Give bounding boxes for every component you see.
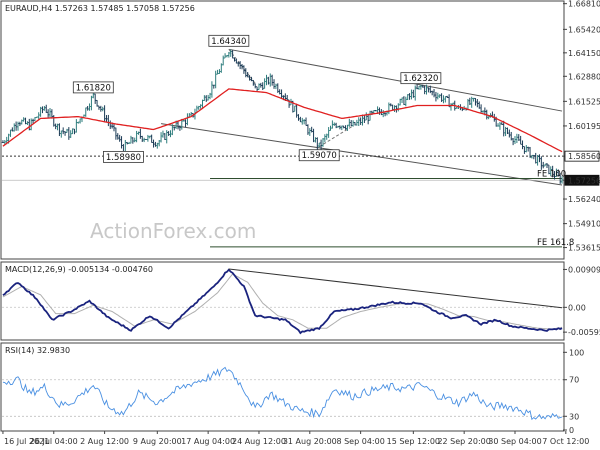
price-candles	[1, 49, 564, 184]
rsi-tick-label: 70	[569, 376, 579, 385]
pivot-label-box	[72, 81, 114, 94]
time-tick-label: 22 Sep 20:00	[437, 437, 490, 446]
projection-dashed-line	[318, 125, 354, 148]
time-tick-label: 26 Jul 04:00	[30, 437, 78, 446]
pivot-label: 1.59070	[302, 151, 337, 161]
rsi-tick-label: 30	[569, 412, 579, 421]
moving-average-line	[2, 88, 563, 153]
price-header: EURAUD,H4 1.57263 1.57485 1.57058 1.5725…	[5, 4, 195, 13]
price-tick-label: 1.62880	[568, 72, 600, 81]
price-level-tag	[564, 150, 600, 162]
time-tick-label: 2 Aug 12:00	[80, 437, 129, 446]
price-tick-label: 1.57256	[568, 176, 600, 185]
time-tick-label: 30 Sep 04:00	[488, 437, 541, 446]
time-tick-label: 24 Aug 12:00	[232, 437, 286, 446]
price-tick-label: 1.60195	[568, 122, 600, 131]
macd-lines: 0.009094 0.00 -0.005956	[2, 265, 600, 337]
macd-line	[2, 268, 563, 335]
time-tick-label: 17 Aug 04:00	[181, 437, 235, 446]
channel-lower-line	[160, 123, 563, 186]
rsi-panel	[0, 342, 565, 432]
price-annotations: 1.61820 1.58980 1.64340 1.59070 1.62320 FE 10…	[72, 34, 574, 248]
rsi-tick-label: 0	[569, 426, 574, 435]
pivot-label: 1.58980	[106, 153, 141, 163]
macd-tick-label: 0.00	[568, 303, 586, 312]
price-axis: 1.66810 1.65420 1.64150 1.62880 1.61525 1.601…	[563, 0, 600, 253]
price-panel	[0, 0, 565, 260]
price-tick-label: 1.61525	[568, 97, 600, 106]
time-tick-label: 9 Aug 20:00	[133, 437, 182, 446]
fe-label: FE 100	[537, 170, 566, 180]
macd-tick-label: -0.005956	[568, 328, 600, 337]
macd-trendline	[228, 268, 563, 309]
price-overlay-lines	[2, 48, 563, 248]
channel-upper-line	[228, 48, 563, 112]
pivot-label-box	[400, 72, 442, 85]
rsi-header: RSI(14) 32.9830	[5, 346, 70, 355]
time-tick-label: 15 Sep 12:00	[387, 437, 440, 446]
pivot-label: 1.64340	[211, 37, 246, 47]
time-tick-label: 8 Sep 04:00	[336, 437, 384, 446]
price-tick-label: 1.53615	[568, 244, 600, 253]
time-tick-label: 7 Oct 12:00	[542, 437, 589, 446]
price-tick-label: 1.54910	[568, 220, 600, 229]
time-tick-label: 16 Jul 2021	[4, 437, 49, 446]
rsi-line	[2, 366, 563, 421]
price-tick-label: 1.65420	[568, 25, 600, 34]
macd-header: MACD(12,26,9) -0.005134 -0.004760	[5, 265, 153, 274]
pivot-label: 1.62320	[403, 74, 438, 84]
macd-panel	[0, 261, 565, 341]
price-tick-label: 1.56240	[568, 195, 600, 204]
price-level-tag	[564, 174, 600, 186]
moving-average	[2, 88, 563, 153]
pivot-label: 1.61820	[76, 83, 111, 93]
watermark: ActionForex.com	[90, 219, 256, 243]
rsi-tick-label: 100	[569, 348, 584, 357]
price-tick-label: 1.64150	[568, 49, 600, 58]
time-tick-label: 31 Aug 20:00	[283, 437, 337, 446]
fe-label: FE 161.8	[537, 238, 574, 248]
rsi-lines: 100 70 30 0	[2, 348, 584, 435]
pivot-label-box	[103, 150, 144, 163]
pivot-label-box	[298, 149, 340, 162]
price-tick-label: 1.58560	[568, 152, 600, 161]
price-tick-label: 1.66810	[568, 0, 600, 9]
pivot-label-box	[208, 34, 250, 47]
macd-tick-label: 0.009094	[568, 265, 600, 274]
